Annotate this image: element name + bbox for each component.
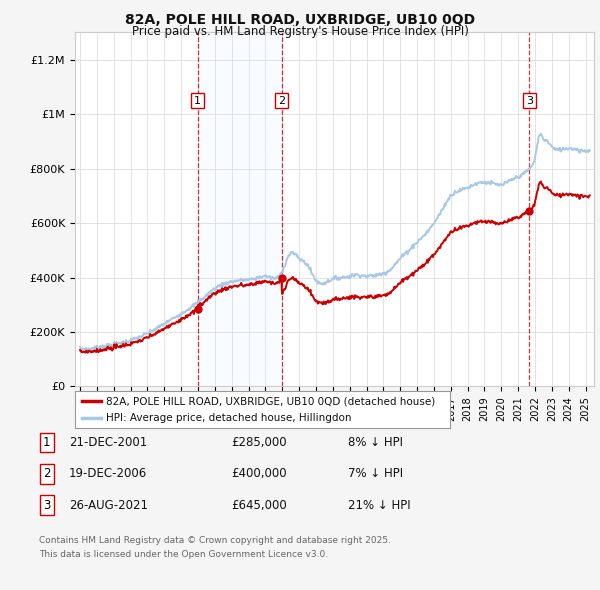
Text: 1: 1 — [43, 436, 50, 449]
Text: 82A, POLE HILL ROAD, UXBRIDGE, UB10 0QD (detached house): 82A, POLE HILL ROAD, UXBRIDGE, UB10 0QD … — [106, 396, 435, 406]
Text: HPI: Average price, detached house, Hillingdon: HPI: Average price, detached house, Hill… — [106, 413, 351, 423]
Text: 2: 2 — [278, 96, 286, 106]
Text: 7% ↓ HPI: 7% ↓ HPI — [348, 467, 403, 480]
Text: 1: 1 — [194, 96, 201, 106]
Text: £400,000: £400,000 — [231, 467, 287, 480]
Text: 8% ↓ HPI: 8% ↓ HPI — [348, 436, 403, 449]
Text: 3: 3 — [43, 499, 50, 512]
Text: 82A, POLE HILL ROAD, UXBRIDGE, UB10 0QD: 82A, POLE HILL ROAD, UXBRIDGE, UB10 0QD — [125, 13, 475, 27]
Bar — [197, 32, 282, 386]
Text: 26-AUG-2021: 26-AUG-2021 — [69, 499, 148, 512]
Text: £285,000: £285,000 — [231, 436, 287, 449]
Text: Price paid vs. HM Land Registry's House Price Index (HPI): Price paid vs. HM Land Registry's House … — [131, 25, 469, 38]
Text: 3: 3 — [526, 96, 533, 106]
Text: 2: 2 — [43, 467, 50, 480]
Text: £645,000: £645,000 — [231, 499, 287, 512]
Text: Contains HM Land Registry data © Crown copyright and database right 2025.: Contains HM Land Registry data © Crown c… — [39, 536, 391, 545]
Text: 19-DEC-2006: 19-DEC-2006 — [69, 467, 147, 480]
Text: 21% ↓ HPI: 21% ↓ HPI — [348, 499, 410, 512]
Text: This data is licensed under the Open Government Licence v3.0.: This data is licensed under the Open Gov… — [39, 550, 328, 559]
Text: 21-DEC-2001: 21-DEC-2001 — [69, 436, 147, 449]
